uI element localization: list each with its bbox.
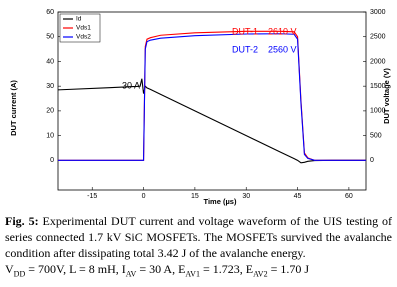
- y-axis-label: DUT current (A): [9, 80, 18, 136]
- subscript: DD: [13, 269, 26, 279]
- series-line: [58, 33, 366, 161]
- y-tick-label: 60: [46, 9, 54, 16]
- y2-tick-label: 2000: [370, 58, 386, 65]
- subscript: AV2: [253, 269, 268, 279]
- param-text: = 30 A, E: [136, 262, 186, 276]
- y-tick-label: 0: [50, 157, 54, 164]
- x-tick-label: 60: [345, 193, 353, 200]
- param-text: = 1.723, E: [199, 262, 254, 276]
- y-tick-label: 20: [46, 108, 54, 115]
- y-tick-label: 40: [46, 58, 54, 65]
- y2-tick-label: 1000: [370, 108, 386, 115]
- annotation: 30 A: [122, 80, 140, 90]
- annotation: DUT-2: [232, 44, 258, 54]
- series-line: [57, 78, 366, 164]
- param-text: = 700V, L = 8 mH, I: [25, 262, 126, 276]
- y2-axis-label: DUT voltage (V): [382, 68, 391, 124]
- x-tick-label: -15: [87, 193, 97, 200]
- y2-tick-label: 0: [370, 157, 374, 164]
- y-tick-label: 10: [46, 132, 54, 139]
- x-tick-label: 45: [294, 193, 302, 200]
- y2-tick-label: 2500: [370, 34, 386, 41]
- param-text: = 1.70 J: [267, 262, 310, 276]
- series-line: [58, 30, 366, 161]
- chart: Time (µs) DUT current (A) DUT voltage (V…: [9, 9, 391, 206]
- annotation: 2560 V: [268, 44, 297, 54]
- x-tick-label: 15: [191, 193, 199, 200]
- y2-tick-label: 500: [370, 132, 382, 139]
- y-tick-label: 50: [46, 34, 54, 41]
- annotation: DUT-1: [232, 26, 258, 36]
- legend-label: Vds1: [76, 25, 91, 32]
- legend-label: Id: [76, 16, 82, 23]
- caption: Fig. 5: Experimental DUT current and vol…: [0, 213, 397, 282]
- plot-frame: [57, 11, 367, 191]
- y2-tick-label: 3000: [370, 9, 386, 16]
- caption-label: Fig. 5:: [5, 214, 39, 228]
- legend-label: Vds2: [76, 34, 91, 41]
- y2-tick-label: 1500: [370, 83, 386, 90]
- x-tick-label: 0: [142, 193, 146, 200]
- subscript: AV: [125, 269, 137, 279]
- annotation: 2610 V: [268, 26, 297, 36]
- y-tick-label: 30: [46, 83, 54, 90]
- param-text: V: [5, 262, 14, 276]
- subscript: AV1: [185, 269, 200, 279]
- caption-params: VDD = 700V, L = 8 mH, IAV = 30 A, EAV1 =…: [5, 262, 310, 279]
- x-axis-label: Time (µs): [204, 197, 237, 206]
- x-tick-label: 30: [242, 193, 250, 200]
- caption-text: Experimental DUT current and voltage wav…: [5, 214, 392, 260]
